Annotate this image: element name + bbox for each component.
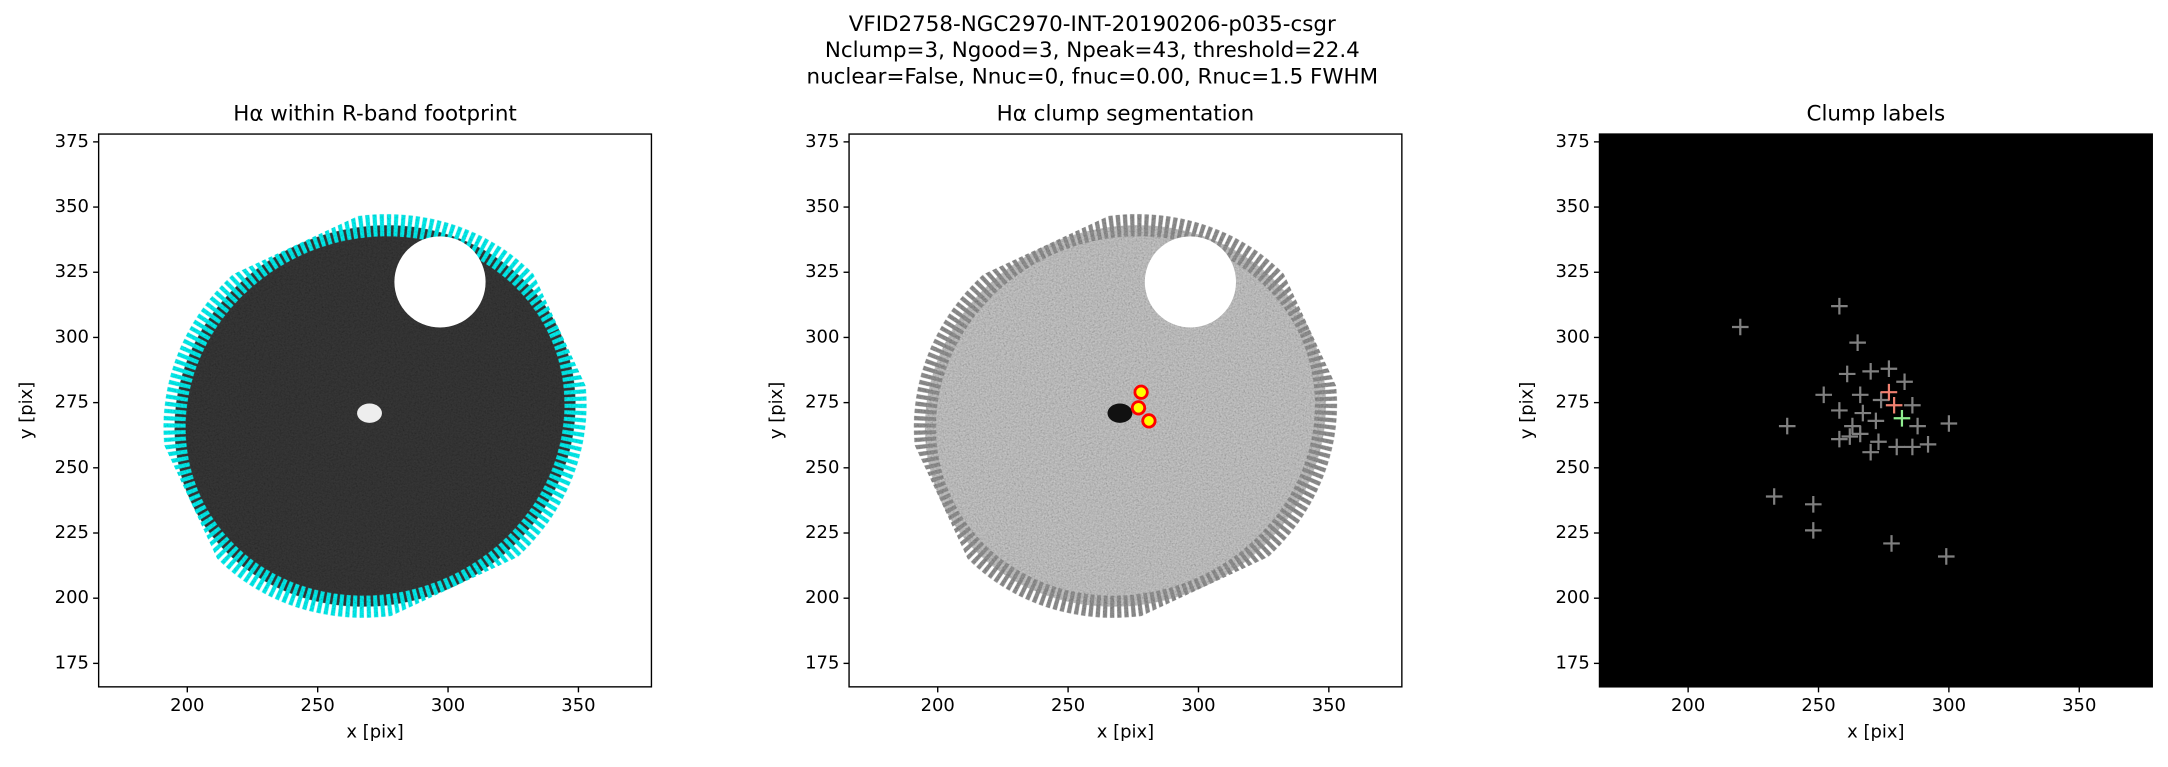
y-tick-label: 250 <box>805 457 839 478</box>
y-tick-label: 200 <box>55 587 89 608</box>
y-tick-label: 375 <box>805 131 839 152</box>
peak-marker <box>1870 433 1887 451</box>
y-tick-label: 175 <box>805 652 839 673</box>
x-axis-label: x [pix] <box>1097 721 1154 742</box>
clump-marker <box>1133 384 1149 400</box>
peak-marker <box>1872 391 1890 409</box>
y-tick-label: 275 <box>55 392 89 413</box>
peak-marker <box>1815 386 1833 404</box>
peak-marker <box>1805 522 1822 539</box>
axes-frame <box>1598 133 2153 688</box>
y-tick-label: 300 <box>1556 326 1590 347</box>
peak-marker <box>1805 496 1822 513</box>
x-tick-label: 350 <box>561 695 595 716</box>
peak-marker <box>1919 436 1937 453</box>
peak-marker <box>1841 428 1859 445</box>
y-tick-label: 350 <box>1556 196 1590 217</box>
x-tick-label: 350 <box>2062 695 2096 716</box>
x-tick-label: 200 <box>921 695 955 716</box>
peak-marker <box>1849 334 1866 351</box>
y-tick-label: 250 <box>1556 457 1590 478</box>
peak-marker <box>1862 363 1879 380</box>
clump-marker <box>1141 413 1157 429</box>
peak-marker <box>1904 396 1921 414</box>
axes-frame <box>97 133 653 688</box>
x-tick-label: 250 <box>1801 695 1835 716</box>
x-tick-label: 250 <box>301 695 335 716</box>
y-axis-label: y [pix] <box>766 382 787 439</box>
peak-marker <box>1888 438 1906 456</box>
x-tick-label: 250 <box>1051 695 1085 716</box>
y-tick-label: 225 <box>55 522 89 543</box>
peak-marker <box>1851 425 1869 443</box>
peak-marker <box>1904 438 1921 456</box>
y-tick-label: 175 <box>1556 652 1590 673</box>
peak-marker <box>1765 488 1783 505</box>
x-tick-label: 350 <box>1312 695 1346 716</box>
peak-marker <box>1844 417 1861 435</box>
y-tick-label: 300 <box>805 326 839 347</box>
x-tick-label: 200 <box>1671 695 1705 716</box>
peak-marker <box>1885 396 1903 414</box>
peak-marker <box>1909 417 1926 435</box>
peak-marker <box>1893 409 1911 427</box>
y-tick-label: 225 <box>1556 522 1590 543</box>
peak-marker <box>1880 360 1898 378</box>
peak-marker <box>1831 430 1848 448</box>
x-axis-label: x [pix] <box>1847 721 1904 742</box>
suptitle: VFID2758-NGC2970-INT-20190206-p035-csgr <box>849 12 1336 37</box>
y-tick-label: 350 <box>805 196 839 217</box>
peak-marker <box>1854 404 1872 422</box>
x-tick-label: 300 <box>1181 695 1215 716</box>
peak-marker <box>1867 412 1885 430</box>
y-tick-label: 375 <box>55 131 89 152</box>
peak-marker <box>1937 548 1955 565</box>
y-tick-label: 325 <box>55 261 89 282</box>
suptitle: Nclump=3, Ngood=3, Npeak=43, threshold=2… <box>825 38 1360 63</box>
peak-marker <box>1883 535 1900 552</box>
y-tick-label: 275 <box>805 392 839 413</box>
image <box>98 134 652 687</box>
x-tick-label: 300 <box>1932 695 1966 716</box>
y-tick-label: 350 <box>55 196 89 217</box>
clump-marker <box>1130 400 1147 416</box>
y-tick-label: 250 <box>55 457 89 478</box>
peak-marker <box>1778 417 1796 435</box>
peak-marker <box>1838 365 1856 383</box>
y-tick-label: 375 <box>1556 131 1590 152</box>
y-tick-label: 325 <box>1556 261 1590 282</box>
panel-title: Hα clump segmentation <box>997 102 1255 127</box>
peak-marker <box>1862 443 1879 461</box>
y-tick-label: 300 <box>55 326 89 347</box>
y-axis-label: y [pix] <box>1517 382 1538 439</box>
peak-marker <box>1896 373 1913 391</box>
y-tick-label: 275 <box>1556 392 1590 413</box>
peak-marker <box>1831 297 1848 315</box>
image <box>1599 134 2153 687</box>
x-axis-label: x [pix] <box>346 721 403 742</box>
peak-marker <box>1731 318 1749 336</box>
x-tick-label: 200 <box>170 695 204 716</box>
peak-marker <box>1831 402 1848 419</box>
peak-marker <box>1851 386 1869 404</box>
peak-marker <box>1940 415 1958 432</box>
y-tick-label: 200 <box>1556 587 1590 608</box>
panel-title: Hα within R-band footprint <box>233 102 517 127</box>
panel-title: Clump labels <box>1807 102 1946 127</box>
peak-marker <box>1880 383 1898 401</box>
y-tick-label: 175 <box>55 652 89 673</box>
y-tick-label: 325 <box>805 261 839 282</box>
y-tick-label: 200 <box>805 587 839 608</box>
y-tick-label: 225 <box>805 522 839 543</box>
image <box>849 134 1402 687</box>
axes-frame <box>848 133 1403 688</box>
suptitle: nuclear=False, Nnuc=0, fnuc=0.00, Rnuc=1… <box>807 64 1379 89</box>
x-tick-label: 300 <box>431 695 465 716</box>
y-axis-label: y [pix] <box>16 382 37 439</box>
